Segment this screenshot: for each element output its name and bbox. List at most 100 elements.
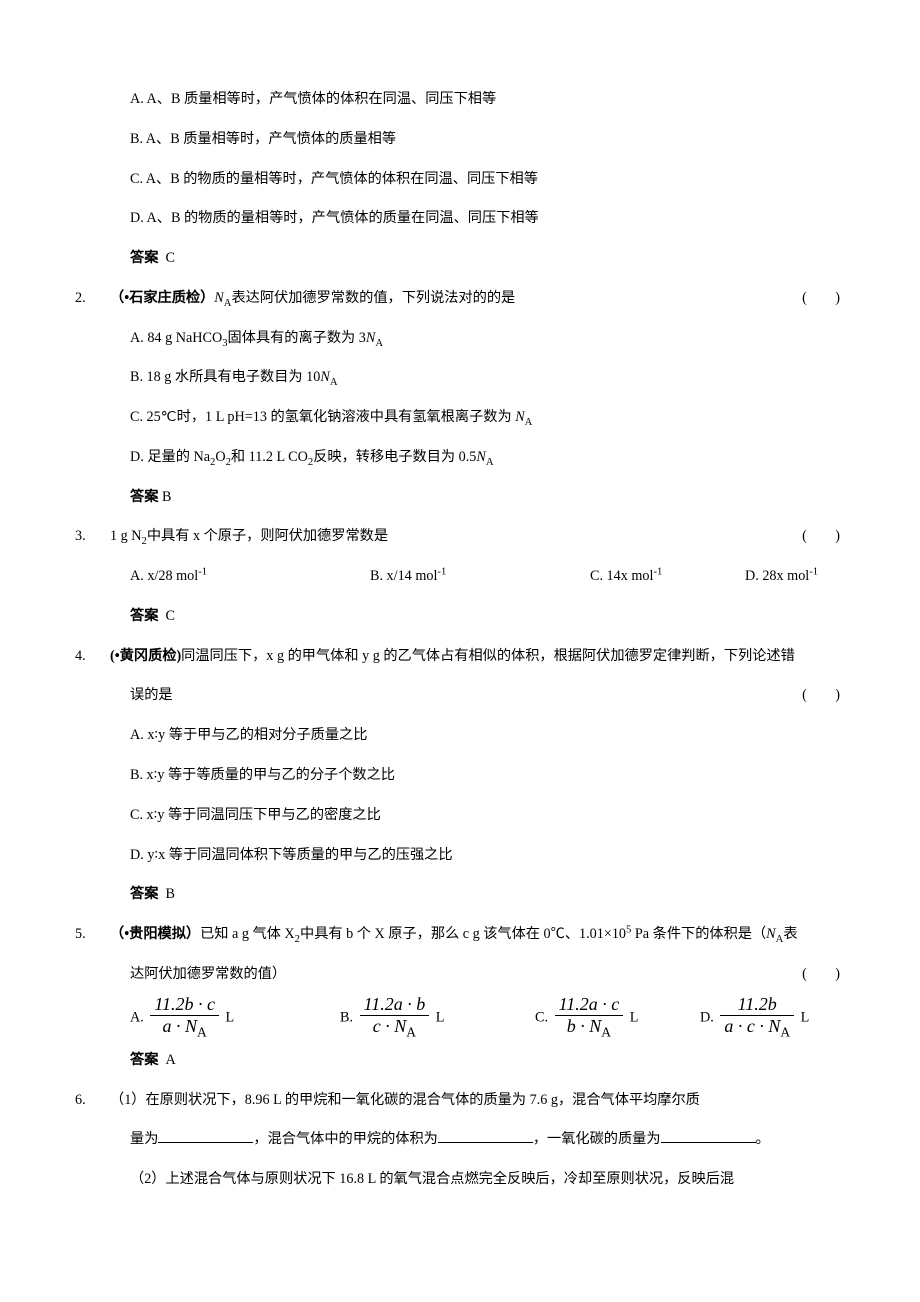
- na-n: N: [214, 290, 223, 306]
- q2-stem: 2. （•石家庄质检）NA表达阿伏加德罗常数的值，下列说法对的的是 ( ): [75, 279, 860, 319]
- q6-l2c: ，一氧化碳的质量为: [533, 1131, 661, 1147]
- q5b-num: 11.2a · b: [364, 994, 426, 1014]
- q2d-m1: O: [215, 449, 225, 465]
- q5b-label: B.: [340, 1009, 353, 1025]
- q5a-frac: 11.2b · c a · NA: [150, 995, 219, 1041]
- q5a-den: a · N: [163, 1016, 198, 1036]
- q5-mid1: 中具有 b 个 X 原子，那么 c g 该气体在 0℃、1.01×10: [300, 926, 626, 942]
- q5d-unit: L: [797, 1009, 809, 1025]
- q5-prefix: （•贵阳模拟）: [110, 926, 200, 942]
- answer-label: 答案: [130, 886, 158, 902]
- q6-number: 6.: [75, 1081, 110, 1121]
- q6-l2b: ，混合气体中的甲烷的体积为: [253, 1131, 437, 1147]
- q5-text: （•贵阳模拟）已知 a g 气体 X2中具有 b 个 X 原子，那么 c g 该…: [110, 915, 860, 955]
- q5c-den: b · N: [567, 1016, 602, 1036]
- q5b-unit: L: [432, 1009, 444, 1025]
- q2-blank: ( ): [802, 279, 860, 319]
- q3-stem: 3. 1 g N2中具有 x 个原子，则阿伏加德罗常数是 ( ): [75, 517, 860, 557]
- q4-option-b: B. x∶y 等于等质量的甲与乙的分子个数之比: [75, 756, 860, 796]
- q5-options: A. 11.2b · c a · NA L B. 11.2a · b c · N…: [75, 995, 860, 1041]
- q5-option-b: B. 11.2a · b c · NA L: [340, 995, 535, 1041]
- q2-text: （•石家庄质检）NA表达阿伏加德罗常数的值，下列说法对的的是 ( ): [110, 279, 860, 319]
- q5c-label: C.: [535, 1009, 548, 1025]
- q5-option-a: A. 11.2b · c a · NA L: [130, 995, 340, 1041]
- q2c-pre: C. 25℃时，1 L pH=13 的氢氧化钠溶液中具有氢氧根离子数为: [130, 409, 515, 425]
- q1-answer: 答案 C: [75, 239, 860, 279]
- q3-option-b: B. x/14 mol-1: [370, 557, 590, 597]
- q3b: B. x/14 mol: [370, 568, 437, 584]
- q5b-densub: A: [406, 1025, 416, 1040]
- q3d: D. 28x mol: [745, 568, 809, 584]
- q2d-nasub: A: [486, 457, 494, 468]
- q3-option-c: C. 14x mol-1: [590, 557, 745, 597]
- exam-page: A. A、B 质量相等时，产气愤体的体积在同温、同压下相等 B. A、B 质量相…: [0, 0, 920, 1260]
- q2a-nasub: A: [375, 337, 383, 348]
- answer-value: A: [165, 1052, 175, 1068]
- q3-answer: 答案 C: [75, 597, 860, 637]
- answer-label: 答案: [130, 608, 158, 624]
- q3b-sup: -1: [437, 566, 446, 577]
- q1-option-d: D. A、B 的物质的量相等时，产气愤体的质量在同温、同压下相等: [75, 199, 860, 239]
- answer-value: C: [165, 608, 174, 624]
- q5c-densub: A: [601, 1025, 611, 1040]
- blank-3: [661, 1128, 756, 1143]
- q2-option-d: D. 足量的 Na2O2和 11.2 L CO2反映，转移电子数目为 0.5NA: [75, 438, 860, 478]
- q2-option-a: A. 84 g NaHCO3固体具有的离子数为 3NA: [75, 319, 860, 359]
- q5-na: N: [766, 926, 775, 942]
- q2d-na: N: [476, 449, 485, 465]
- q3-options: A. x/28 mol-1 B. x/14 mol-1 C. 14x mol-1…: [75, 557, 860, 597]
- q2c-na: N: [515, 409, 524, 425]
- q2a-na: N: [366, 330, 375, 346]
- q5d-den: a · c · N: [724, 1016, 780, 1036]
- q4-stem2: 误的是 ( ): [75, 676, 860, 716]
- answer-label: 答案: [130, 1052, 158, 1068]
- q5-stem2: 达阿伏加德罗常数的值） ( ): [75, 955, 860, 995]
- q2-number: 2.: [75, 279, 110, 319]
- q1-option-b: B. A、B 质量相等时，产气愤体的质量相等: [75, 120, 860, 160]
- q5c-num: 11.2a · c: [559, 994, 620, 1014]
- q5-pre: 已知 a g 气体 X: [200, 926, 295, 942]
- q5a-unit: L: [222, 1009, 234, 1025]
- q5a-densub: A: [197, 1025, 207, 1040]
- q4-option-a: A. x∶y 等于甲与乙的相对分子质量之比: [75, 716, 860, 756]
- q5-answer: 答案 A: [75, 1041, 860, 1081]
- q4-answer: 答案 B: [75, 875, 860, 915]
- q4-option-d: D. y∶x 等于同温同体积下等质量的甲与乙的压强之比: [75, 836, 860, 876]
- q5d-num: 11.2b: [738, 994, 777, 1014]
- q4-prefix: (•黄冈质检): [110, 648, 181, 664]
- q5d-label: D.: [700, 1009, 714, 1025]
- q5c-unit: L: [626, 1009, 638, 1025]
- q5-option-c: C. 11.2a · c b · NA L: [535, 995, 700, 1041]
- q4-number: 4.: [75, 637, 110, 677]
- q2a-pre: A. 84 g NaHCO: [130, 330, 222, 346]
- q3-blank: ( ): [802, 517, 860, 557]
- q5c-frac: 11.2a · c b · NA: [555, 995, 624, 1041]
- answer-value: C: [165, 250, 174, 266]
- q3-option-a: A. x/28 mol-1: [130, 557, 370, 597]
- blank-2: [438, 1128, 533, 1143]
- q3-option-d: D. 28x mol-1: [745, 557, 860, 597]
- q4-text: (•黄冈质检)同温同压下，x g 的甲气体和 y g 的乙气体占有相似的体积，根…: [110, 637, 860, 677]
- q3-post: 中具有 x 个原子，则阿伏加德罗常数是: [147, 528, 388, 544]
- q5-mid2: Pa 条件下的体积是（: [631, 926, 766, 942]
- q3-pre: 1 g N: [110, 528, 142, 544]
- q3a: A. x/28 mol: [130, 568, 198, 584]
- q4-blank: ( ): [802, 676, 860, 716]
- q2-option-b: B. 18 g 水所具有电子数目为 10NA: [75, 358, 860, 398]
- q3c: C. 14x mol: [590, 568, 653, 584]
- answer-value: B: [165, 886, 174, 902]
- q2d-pre: D. 足量的 Na: [130, 449, 210, 465]
- q3c-sup: -1: [653, 566, 662, 577]
- answer-label: 答案: [130, 489, 158, 505]
- q4-option-c: C. x∶y 等于同温同压下甲与乙的密度之比: [75, 796, 860, 836]
- q2b-nasub: A: [330, 377, 338, 388]
- q3a-sup: -1: [198, 566, 207, 577]
- q4-stem: 4. (•黄冈质检)同温同压下，x g 的甲气体和 y g 的乙气体占有相似的体…: [75, 637, 860, 677]
- q2-option-c: C. 25℃时，1 L pH=13 的氢氧化钠溶液中具有氢氧根离子数为 NA: [75, 398, 860, 438]
- q1-option-c: C. A、B 的物质的量相等时，产气愤体的体积在同温、同压下相等: [75, 160, 860, 200]
- q5-blank: ( ): [802, 955, 860, 995]
- q2d-m2: 和 11.2 L CO: [231, 449, 308, 465]
- q3d-sup: -1: [809, 566, 818, 577]
- q5-stem2-text: 达阿伏加德罗常数的值）: [130, 966, 286, 982]
- q3-number: 3.: [75, 517, 110, 557]
